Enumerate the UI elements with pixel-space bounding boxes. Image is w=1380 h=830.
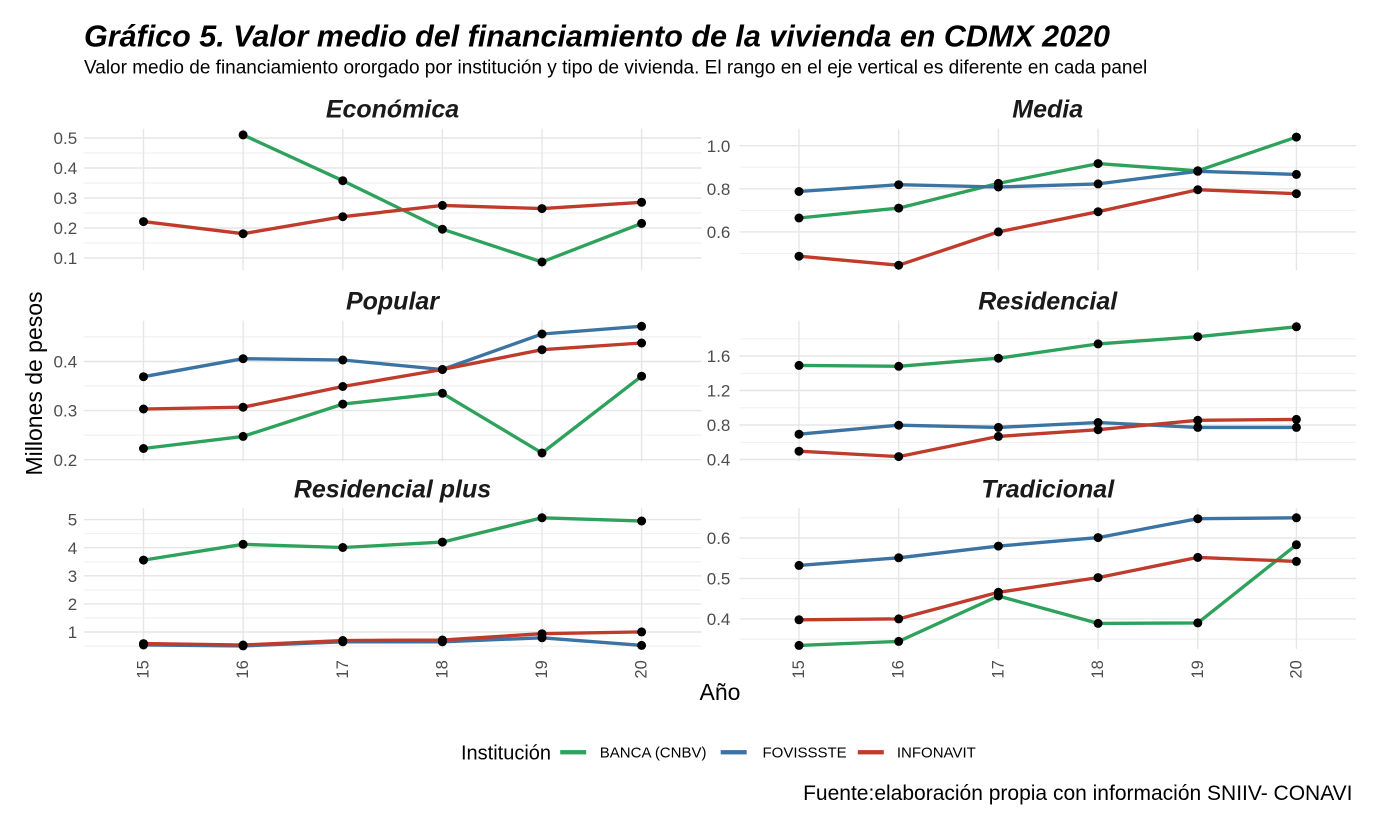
svg-text:Tradicional: Tradicional	[981, 475, 1115, 503]
svg-text:1.6: 1.6	[707, 347, 731, 366]
svg-text:0.8: 0.8	[707, 180, 731, 199]
svg-text:Gráfico 5. Valor medio del fin: Gráfico 5. Valor medio del financiamient…	[84, 20, 1110, 54]
svg-text:2: 2	[68, 595, 77, 614]
svg-text:0.5: 0.5	[54, 129, 78, 148]
svg-text:0.2: 0.2	[54, 219, 78, 238]
svg-text:Económica: Económica	[326, 96, 459, 124]
svg-text:0.4: 0.4	[707, 610, 731, 629]
svg-text:5: 5	[68, 511, 77, 530]
svg-text:0.4: 0.4	[54, 353, 78, 372]
svg-text:Millones de pesos: Millones de pesos	[21, 291, 47, 475]
svg-text:FOVISSSTE: FOVISSSTE	[763, 745, 847, 762]
svg-text:20: 20	[1287, 660, 1305, 678]
svg-text:Institución: Institución	[461, 742, 551, 764]
svg-text:0.1: 0.1	[54, 249, 78, 268]
svg-text:16: 16	[890, 660, 908, 678]
svg-text:1.2: 1.2	[707, 382, 731, 401]
svg-text:0.6: 0.6	[707, 223, 731, 242]
svg-text:0.4: 0.4	[707, 451, 731, 470]
svg-text:Fuente:elaboración propia con: Fuente:elaboración propia con informació…	[803, 782, 1352, 805]
svg-text:16: 16	[234, 660, 252, 678]
svg-text:Valor medio de financiamiento: Valor medio de financiamiento ororgado p…	[84, 58, 1147, 79]
svg-text:4: 4	[68, 539, 77, 558]
svg-text:0.3: 0.3	[54, 189, 78, 208]
svg-text:Media: Media	[1012, 96, 1083, 124]
svg-text:17: 17	[334, 660, 352, 678]
svg-text:15: 15	[790, 660, 808, 678]
svg-text:19: 19	[1189, 660, 1207, 678]
svg-text:1: 1	[68, 623, 77, 642]
svg-text:0.5: 0.5	[707, 570, 731, 589]
svg-text:0.8: 0.8	[707, 416, 731, 435]
svg-text:0.6: 0.6	[707, 529, 731, 548]
svg-text:19: 19	[533, 660, 551, 678]
svg-text:BANCA (CNBV): BANCA (CNBV)	[600, 745, 707, 762]
svg-text:15: 15	[135, 660, 153, 678]
svg-text:0.3: 0.3	[54, 402, 78, 421]
svg-text:0.2: 0.2	[54, 451, 78, 470]
svg-text:Residencial: Residencial	[978, 288, 1118, 316]
svg-text:18: 18	[433, 660, 451, 678]
svg-text:Popular: Popular	[346, 288, 440, 316]
svg-text:1.0: 1.0	[707, 137, 731, 156]
svg-text:0.4: 0.4	[54, 159, 78, 178]
svg-text:20: 20	[633, 660, 651, 678]
svg-text:Residencial plus: Residencial plus	[294, 475, 491, 503]
svg-text:18: 18	[1089, 660, 1107, 678]
svg-text:17: 17	[989, 660, 1007, 678]
svg-text:INFONAVIT: INFONAVIT	[897, 745, 976, 762]
svg-text:3: 3	[68, 567, 77, 586]
svg-text:Año: Año	[700, 679, 741, 705]
